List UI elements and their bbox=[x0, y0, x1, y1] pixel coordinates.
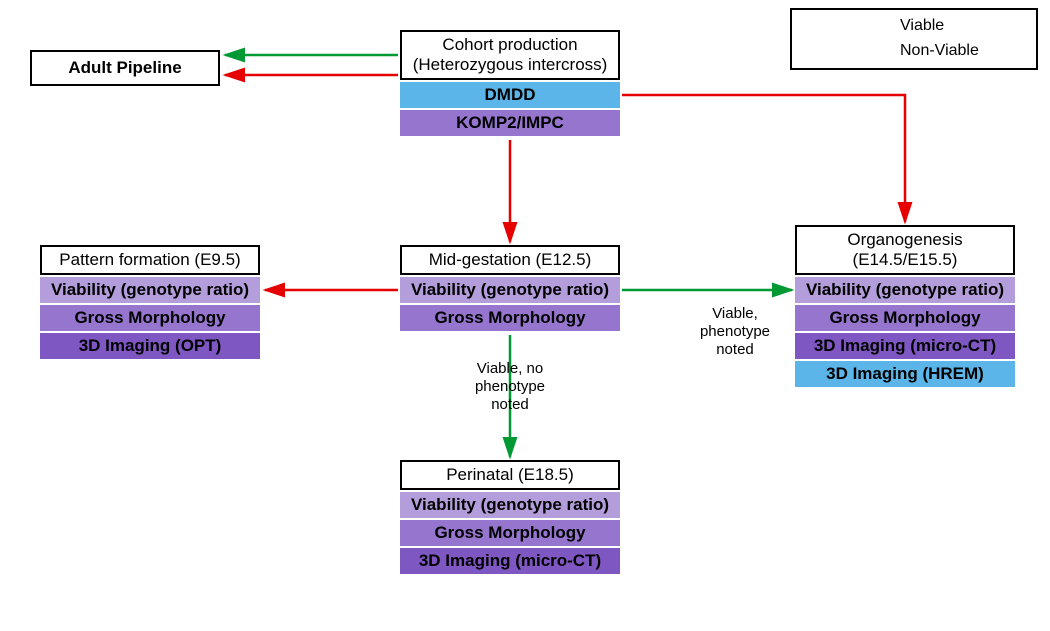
pattern-formation-header: Pattern formation (E9.5) bbox=[40, 245, 260, 275]
organogenesis-header-line2: (E14.5/E15.5) bbox=[847, 250, 962, 270]
mid-viability: Viability (genotype ratio) bbox=[400, 277, 620, 303]
organogenesis-header: Organogenesis(E14.5/E15.5) bbox=[795, 225, 1015, 275]
adult-pipeline-line1: Adult Pipeline bbox=[68, 58, 181, 78]
cohort-komp: KOMP2/IMPC bbox=[400, 110, 620, 136]
annotation-0-line0: Viable, no bbox=[435, 360, 585, 378]
pattern-viability: Viability (genotype ratio) bbox=[40, 277, 260, 303]
annotation-1-line2: noted bbox=[685, 341, 785, 359]
annotation-0-line1: phenotype bbox=[435, 378, 585, 396]
organogenesis-header-line1: Organogenesis bbox=[847, 230, 962, 250]
organo-viability: Viability (genotype ratio) bbox=[795, 277, 1015, 303]
legend-label-viable: Viable bbox=[900, 17, 1020, 35]
dmdd-to-organo bbox=[622, 95, 905, 222]
legend-label-non-viable: Non-Viable bbox=[900, 42, 1020, 60]
annotation-0: Viable, nophenotypenoted bbox=[435, 360, 585, 414]
perinatal-header: Perinatal (E18.5) bbox=[400, 460, 620, 490]
cohort-header: Cohort production(Heterozygous intercros… bbox=[400, 30, 620, 80]
mid-gestation-header-line1: Mid-gestation (E12.5) bbox=[429, 250, 592, 270]
annotation-1: Viable,phenotypenoted bbox=[685, 305, 785, 359]
perinatal-viability: Viability (genotype ratio) bbox=[400, 492, 620, 518]
perinatal-gross-morphology: Gross Morphology bbox=[400, 520, 620, 546]
organo-3d-imaging-ct: 3D Imaging (micro-CT) bbox=[795, 333, 1015, 359]
annotation-1-line0: Viable, bbox=[685, 305, 785, 323]
pattern-3d-imaging: 3D Imaging (OPT) bbox=[40, 333, 260, 359]
organo-3d-imaging-hrem: 3D Imaging (HREM) bbox=[795, 361, 1015, 387]
annotation-0-line2: noted bbox=[435, 396, 585, 414]
cohort-header-line2: (Heterozygous intercross) bbox=[413, 55, 608, 75]
annotation-1-line1: phenotype bbox=[685, 323, 785, 341]
adult-pipeline: Adult Pipeline bbox=[30, 50, 220, 86]
mid-gross-morphology: Gross Morphology bbox=[400, 305, 620, 331]
cohort-dmdd: DMDD bbox=[400, 82, 620, 108]
perinatal-3d-imaging: 3D Imaging (micro-CT) bbox=[400, 548, 620, 574]
perinatal-header-line1: Perinatal (E18.5) bbox=[446, 465, 574, 485]
pattern-formation-header-line1: Pattern formation (E9.5) bbox=[59, 250, 240, 270]
pattern-gross-morphology: Gross Morphology bbox=[40, 305, 260, 331]
cohort-header-line1: Cohort production bbox=[413, 35, 608, 55]
organo-gross-morphology: Gross Morphology bbox=[795, 305, 1015, 331]
mid-gestation-header: Mid-gestation (E12.5) bbox=[400, 245, 620, 275]
